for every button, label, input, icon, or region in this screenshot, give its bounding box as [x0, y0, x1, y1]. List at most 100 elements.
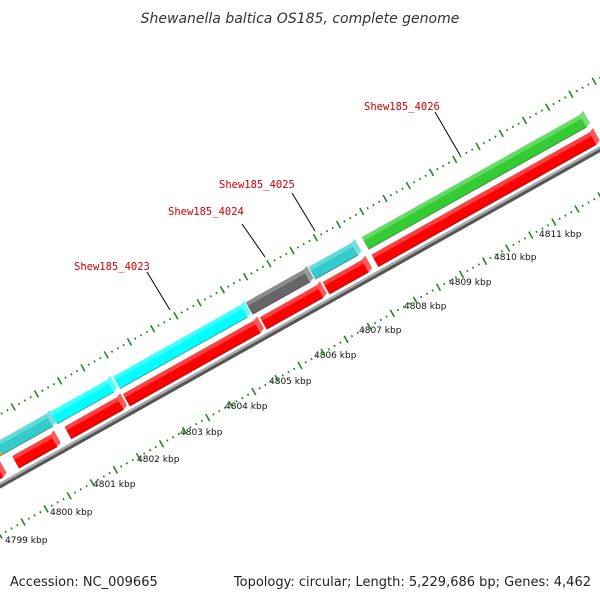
minor-tick: [424, 174, 427, 177]
minor-tick: [203, 298, 207, 301]
minor-tick: [212, 413, 215, 416]
minor-tick: [331, 226, 334, 230]
minor-tick: [52, 382, 56, 386]
minor-tick: [186, 307, 189, 311]
gene-callout-shew185-4025[interactable]: Shew185_4025: [219, 179, 316, 232]
minor-tick: [372, 203, 375, 207]
minor-tick: [99, 356, 102, 360]
minor-tick: [587, 83, 590, 86]
minor-tick: [339, 341, 342, 344]
cds-red-2[interactable]: [64, 393, 127, 440]
major-tick: [481, 257, 488, 266]
minor-tick: [189, 426, 192, 429]
minor-tick: [488, 138, 491, 142]
minor-tick: [558, 99, 561, 103]
major-tick: [181, 426, 188, 435]
minor-tick: [46, 386, 50, 389]
minor-tick: [396, 308, 400, 312]
minor-tick: [110, 350, 114, 353]
cds-red-3[interactable]: [122, 316, 264, 407]
cds-red-6[interactable]: [371, 128, 600, 268]
minor-tick: [518, 240, 521, 243]
minor-tick: [379, 318, 382, 322]
minor-tick: [227, 285, 230, 288]
major-tick: [498, 129, 504, 138]
major-tick: [320, 348, 326, 357]
gene-callout-shew185-4026[interactable]: Shew185_4026: [364, 101, 461, 156]
minor-tick: [73, 491, 77, 494]
major-tick: [150, 324, 156, 333]
cds-cyan-shew185-4023[interactable]: [113, 300, 251, 390]
minor-tick: [134, 337, 137, 340]
cds-teal-1[interactable]: [0, 409, 57, 456]
major-tick: [135, 452, 142, 461]
scale-label: 4805 kbp: [269, 377, 312, 387]
genome-summary-text: Topology: circular; Length: 5,229,686 bp…: [233, 575, 591, 590]
major-tick: [366, 322, 372, 331]
scale-label: 4802 kbp: [137, 455, 180, 465]
major-tick: [551, 218, 557, 226]
minor-tick: [477, 263, 481, 266]
scale-label: 4804 kbp: [225, 402, 268, 412]
minor-tick: [139, 334, 143, 337]
minor-tick: [145, 330, 149, 334]
minor-tick: [431, 289, 434, 292]
minor-tick: [552, 102, 555, 106]
minor-tick: [517, 122, 520, 125]
scale-label: 4801 kbp: [93, 480, 136, 490]
major-tick: [43, 505, 49, 513]
gene-callout-shew185-4024[interactable]: Shew185_4024: [168, 206, 266, 258]
minor-tick: [287, 370, 290, 374]
minor-tick: [194, 422, 198, 426]
major-tick: [173, 311, 179, 320]
minor-tick: [494, 253, 498, 256]
minor-tick: [534, 112, 538, 116]
minor-tick: [523, 237, 527, 240]
minor-tick: [325, 229, 329, 233]
minor-tick: [465, 151, 468, 155]
feature-track: [0, 110, 600, 492]
minor-tick: [546, 224, 550, 227]
cds-red-0[interactable]: [0, 461, 7, 492]
minor-tick: [154, 445, 157, 449]
scale-label: 4809 kbp: [449, 278, 492, 288]
scale-label: 4806 kbp: [314, 351, 357, 361]
minor-tick: [6, 408, 9, 412]
minor-tick: [285, 252, 288, 256]
minor-tick: [310, 357, 313, 361]
cds-cyan-2[interactable]: [50, 375, 118, 425]
major-tick: [10, 403, 16, 411]
major-tick: [505, 244, 511, 253]
minor-tick: [85, 484, 88, 488]
major-tick: [428, 168, 435, 177]
minor-tick: [131, 458, 134, 462]
cds-red-1[interactable]: [12, 430, 61, 469]
accession-text: Accession: NC_009665: [10, 575, 158, 590]
minor-tick: [250, 272, 253, 275]
minor-tick: [0, 412, 3, 415]
minor-tick: [87, 363, 90, 366]
cds-red-4[interactable]: [259, 281, 327, 330]
minor-tick: [180, 311, 183, 314]
cds-grey-shew185-4024[interactable]: [245, 265, 314, 315]
gene-label-shew185-4025: Shew185_4025: [219, 179, 295, 191]
minor-tick: [581, 204, 584, 208]
gene-label-shew185-4024: Shew185_4024: [168, 206, 244, 218]
minor-tick: [419, 295, 423, 299]
scale-label: 4808 kbp: [404, 302, 447, 312]
cds-teal-shew185-4025[interactable]: [308, 238, 362, 280]
minor-tick: [389, 193, 393, 197]
minor-tick: [471, 266, 475, 269]
cds-green-shew185-4026[interactable]: [361, 110, 590, 250]
minor-tick: [558, 217, 561, 221]
minor-tick: [143, 452, 146, 455]
minor-tick: [171, 435, 175, 439]
cds-red-5[interactable]: [322, 255, 373, 295]
minor-tick: [70, 373, 73, 376]
minor-tick: [166, 439, 169, 442]
minor-tick: [447, 161, 451, 164]
minor-tick: [16, 523, 19, 527]
minor-tick: [293, 367, 296, 371]
gene-callout-shew185-4023[interactable]: Shew185_4023: [74, 261, 171, 311]
minor-tick: [79, 488, 82, 491]
